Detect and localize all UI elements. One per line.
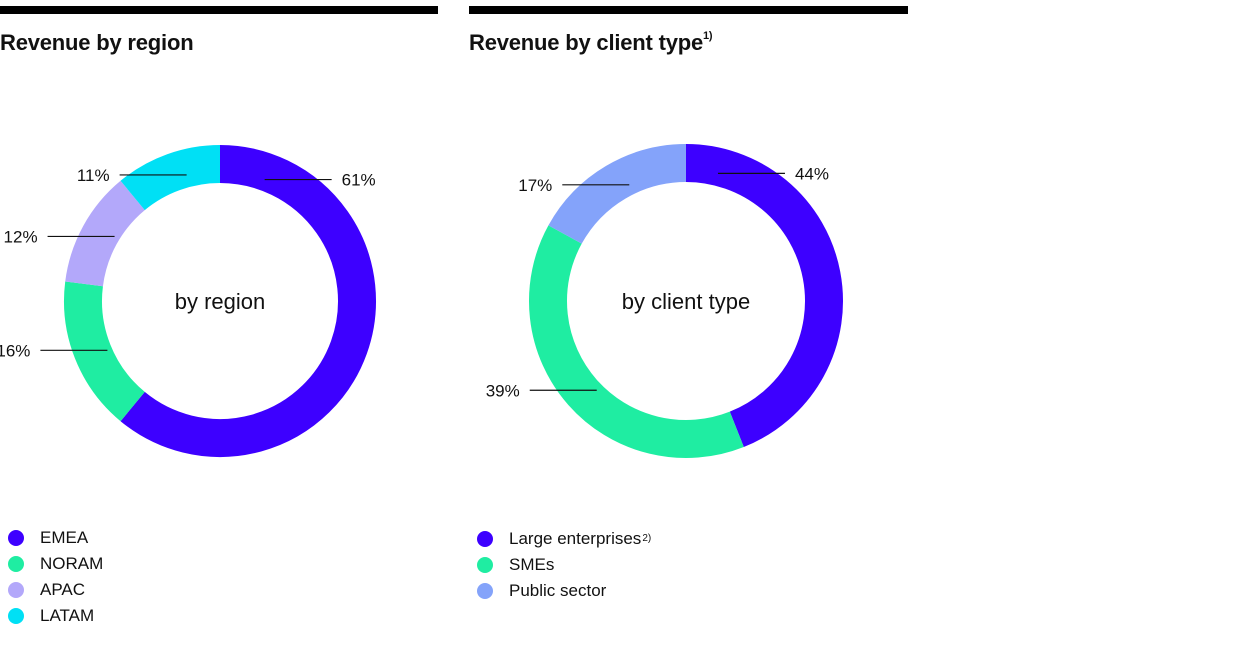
legend-swatch-icon (8, 530, 24, 546)
legend-item-public-sector: Public sector (477, 578, 651, 604)
legend-item-emea: EMEA (8, 525, 103, 551)
legend-item-smes: SMEs (477, 552, 651, 578)
legend-swatch-icon (8, 608, 24, 624)
legend-label: SMEs (509, 555, 555, 574)
client-type-chart-panel: Revenue by client type1) 44% 39% 17% by cli… (469, 0, 908, 647)
legend-swatch-icon (477, 531, 493, 547)
data-label-noram: 16% (0, 341, 30, 360)
data-label-large-enterprises: 44% (795, 164, 829, 183)
region-legend: EMEA NORAM APAC LATAM (8, 525, 103, 629)
legend-label: EMEA (40, 528, 89, 547)
data-label-smes: 39% (486, 381, 520, 400)
legend-item-apac: APAC (8, 577, 103, 603)
legend-item-noram: NORAM (8, 551, 103, 577)
region-chart-panel: Revenue by region 61% 16% 12% 11% by region … (0, 0, 438, 647)
legend-item-large-enterprises: Large enterprises 2) (477, 526, 651, 552)
client-type-top-rule (469, 6, 908, 14)
slice-emea (120, 145, 376, 457)
legend-swatch-icon (8, 582, 24, 598)
legend-swatch-icon (8, 556, 24, 572)
data-label-latam: 11% (77, 166, 110, 185)
data-label-emea: 61% (342, 171, 376, 190)
slice-apac (65, 180, 146, 287)
donut-center-label: by region (175, 289, 266, 314)
slice-noram (64, 281, 146, 422)
legend-swatch-icon (477, 557, 493, 573)
slice-latam (120, 145, 221, 211)
data-label-public-sector: 17% (518, 176, 552, 195)
legend-label: Large enterprises (509, 529, 642, 548)
legend-item-latam: LATAM (8, 603, 103, 629)
legend-label: LATAM (40, 606, 95, 625)
client-type-legend: Large enterprises 2) SMEs Public sector (477, 526, 651, 604)
client-type-donut-chart: 44% 39% 17% by client type (486, 144, 843, 458)
client-type-chart-title: Revenue by client type1) (469, 30, 713, 55)
region-chart-title: Revenue by region (0, 30, 194, 55)
region-top-rule (0, 6, 438, 14)
slice-smes (529, 225, 744, 458)
legend-label: NORAM (40, 554, 104, 573)
legend-label: APAC (40, 580, 86, 599)
legend-label: Public sector (509, 581, 607, 600)
legend-swatch-icon (477, 583, 493, 599)
slice-large-enterprises (685, 144, 843, 447)
data-label-apac: 12% (4, 227, 38, 246)
slice-public-sector (548, 144, 687, 245)
donut-center-label: by client type (622, 289, 750, 314)
region-donut-chart: 61% 16% 12% 11% by region (0, 145, 376, 457)
